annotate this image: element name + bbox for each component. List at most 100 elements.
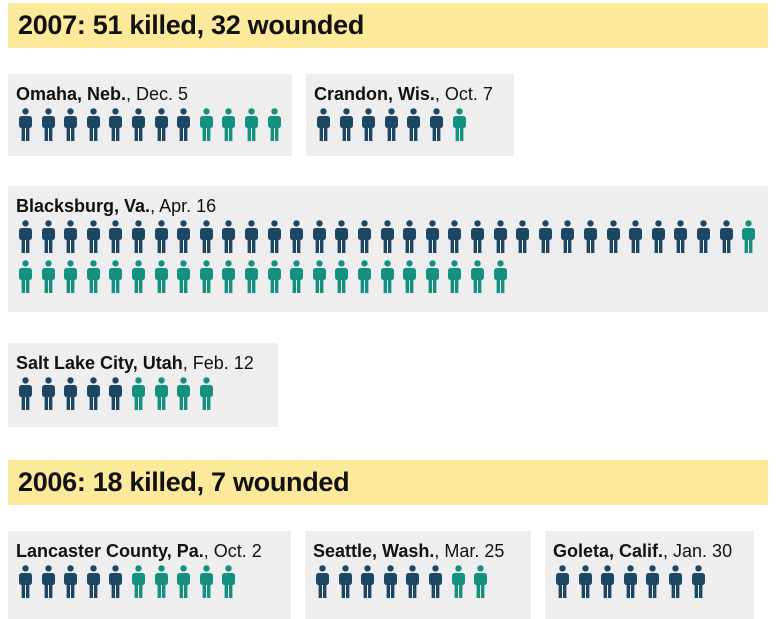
- incident-card-seattle: Seattle, Wash., Mar. 25: [305, 531, 531, 619]
- incident-date: , Feb. 12: [182, 353, 254, 373]
- incident-card-goleta: Goleta, Calif., Jan. 30: [545, 531, 754, 619]
- person-wounded-icon: [177, 260, 191, 293]
- person-killed-icon: [109, 377, 123, 410]
- person-killed-icon: [719, 220, 733, 253]
- year-heading: 2007: 51 killed, 32 wounded: [18, 10, 365, 40]
- person-killed-icon: [245, 220, 258, 253]
- person-killed-icon: [448, 220, 462, 253]
- person-killed-icon: [64, 108, 78, 141]
- person-killed-icon: [561, 220, 575, 253]
- person-killed-icon: [516, 220, 530, 253]
- person-wounded-icon: [358, 260, 371, 293]
- person-wounded-icon: [245, 260, 258, 293]
- person-killed-icon: [64, 220, 78, 253]
- person-wounded-icon: [154, 260, 168, 293]
- person-wounded-icon: [452, 108, 466, 141]
- person-killed-icon: [177, 108, 191, 141]
- incident-city: Omaha, Neb.: [16, 84, 127, 104]
- incident-date: , Apr. 16: [150, 196, 217, 216]
- incident-title: Crandon, Wis., Oct. 7: [314, 83, 493, 105]
- person-killed-icon: [132, 220, 145, 253]
- person-killed-icon: [601, 565, 615, 598]
- person-killed-icon: [403, 220, 417, 253]
- person-killed-icon: [471, 220, 484, 253]
- person-killed-icon: [606, 220, 620, 253]
- person-killed-icon: [384, 108, 398, 141]
- person-killed-icon: [691, 565, 705, 598]
- person-wounded-icon: [425, 260, 439, 293]
- person-killed-icon: [646, 565, 660, 598]
- incident-city: Goleta, Calif.: [553, 541, 664, 561]
- person-killed-icon: [362, 108, 376, 141]
- person-wounded-icon: [154, 377, 168, 410]
- person-wounded-icon: [222, 108, 236, 141]
- incident-date: , Oct. 7: [434, 84, 493, 104]
- person-wounded-icon: [448, 260, 462, 293]
- person-wounded-icon: [132, 565, 145, 598]
- incident-city: Lancaster County, Pa.: [16, 541, 204, 561]
- person-killed-icon: [669, 565, 682, 598]
- incident-title: Goleta, Calif., Jan. 30: [553, 540, 732, 562]
- person-wounded-icon: [132, 377, 145, 410]
- person-killed-icon: [584, 220, 597, 253]
- incident-city: Salt Lake City, Utah: [16, 353, 183, 373]
- person-killed-icon: [86, 565, 100, 598]
- person-wounded-icon: [403, 260, 417, 293]
- person-wounded-icon: [222, 260, 236, 293]
- person-killed-icon: [132, 108, 145, 141]
- person-killed-icon: [425, 220, 439, 253]
- person-wounded-icon: [177, 377, 191, 410]
- person-killed-icon: [109, 565, 123, 598]
- person-wounded-icon: [267, 260, 281, 293]
- person-killed-icon: [109, 220, 123, 253]
- year-heading: 2006: 18 killed, 7 wounded: [18, 467, 350, 497]
- person-wounded-icon: [199, 565, 213, 598]
- person-killed-icon: [222, 220, 236, 253]
- incident-title: Omaha, Neb., Dec. 5: [16, 83, 188, 105]
- incident-title: Salt Lake City, Utah, Feb. 12: [16, 352, 254, 374]
- person-wounded-icon: [109, 260, 123, 293]
- person-wounded-icon: [222, 565, 236, 598]
- person-killed-icon: [290, 220, 304, 253]
- person-wounded-icon: [493, 260, 507, 293]
- year-header-2006: 2006: 18 killed, 7 wounded: [8, 460, 768, 505]
- person-killed-icon: [339, 108, 353, 141]
- person-wounded-icon: [199, 377, 213, 410]
- person-killed-icon: [407, 108, 421, 141]
- person-killed-icon: [317, 108, 330, 141]
- person-killed-icon: [361, 565, 375, 598]
- person-killed-icon: [629, 220, 643, 253]
- person-killed-icon: [493, 220, 507, 253]
- person-killed-icon: [538, 220, 552, 253]
- person-killed-icon: [556, 565, 569, 598]
- person-killed-icon: [41, 108, 55, 141]
- person-killed-icon: [19, 565, 32, 598]
- person-killed-icon: [406, 565, 420, 598]
- incident-date: , Jan. 30: [663, 541, 733, 561]
- person-wounded-icon: [86, 260, 100, 293]
- person-wounded-icon: [290, 260, 304, 293]
- person-killed-icon: [64, 565, 78, 598]
- person-killed-icon: [154, 108, 168, 141]
- person-killed-icon: [335, 220, 349, 253]
- person-wounded-icon: [245, 108, 258, 141]
- person-killed-icon: [41, 377, 55, 410]
- person-killed-icon: [380, 220, 394, 253]
- person-wounded-icon: [64, 260, 78, 293]
- person-wounded-icon: [474, 565, 488, 598]
- person-killed-icon: [578, 565, 592, 598]
- incident-card-crandon: Crandon, Wis., Oct. 7: [306, 74, 514, 156]
- person-killed-icon: [19, 377, 32, 410]
- person-wounded-icon: [199, 108, 213, 141]
- incident-date: , Mar. 25: [434, 541, 505, 561]
- person-killed-icon: [19, 108, 32, 141]
- person-killed-icon: [41, 220, 55, 253]
- incident-title: Blacksburg, Va., Apr. 16: [16, 195, 216, 217]
- person-killed-icon: [312, 220, 326, 253]
- person-wounded-icon: [380, 260, 394, 293]
- person-killed-icon: [154, 220, 168, 253]
- person-killed-icon: [86, 220, 100, 253]
- person-wounded-icon: [267, 108, 281, 141]
- person-killed-icon: [358, 220, 371, 253]
- person-killed-icon: [430, 108, 443, 141]
